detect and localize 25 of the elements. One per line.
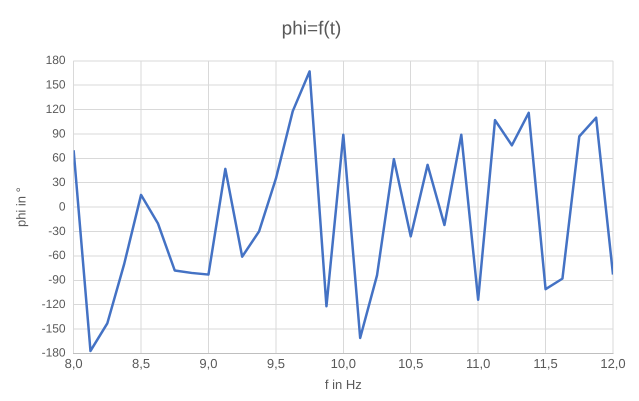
x-tick-label: 9,5 xyxy=(266,356,285,371)
y-tick-label: -90 xyxy=(48,272,66,287)
x-tick-label: 11,0 xyxy=(466,356,490,371)
y-tick-label: 150 xyxy=(46,77,66,92)
y-tick-label: -120 xyxy=(42,296,66,311)
chart-title: phi=f(t) xyxy=(282,18,342,40)
y-tick-label: 60 xyxy=(52,150,66,165)
y-tick-label: 30 xyxy=(52,175,66,190)
x-tick-label: 10,0 xyxy=(330,356,356,371)
x-tick-label: 9,0 xyxy=(199,356,218,371)
y-tick-label: 0 xyxy=(58,199,66,214)
y-tick-label: -60 xyxy=(48,248,66,262)
x-tick-label: 11,5 xyxy=(533,356,558,371)
y-axis-title: phi in ° xyxy=(13,187,28,228)
x-tick-label: 8,0 xyxy=(64,356,83,371)
y-tick-label: -30 xyxy=(48,224,66,238)
y-tick-label: 180 xyxy=(46,53,66,68)
y-tick-label: -180 xyxy=(42,346,66,360)
x-tick-label: 8,5 xyxy=(132,356,150,371)
y-tick-label: 120 xyxy=(46,102,66,116)
y-tick-label: 90 xyxy=(52,126,66,140)
x-tick-label: 10,5 xyxy=(398,356,424,371)
y-tick-label: -150 xyxy=(42,321,66,336)
x-tick-label: 12,0 xyxy=(600,356,626,371)
x-axis-title: f in Hz xyxy=(324,376,362,392)
